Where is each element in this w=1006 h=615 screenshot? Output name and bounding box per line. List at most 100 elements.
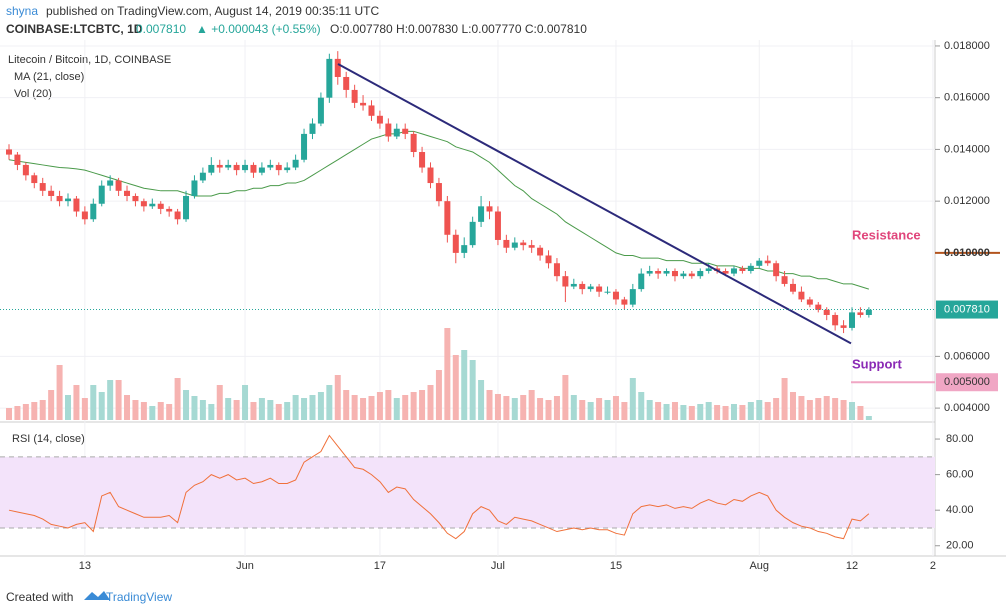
candle-body [773, 263, 780, 277]
y-tick-label: 0.016000 [944, 92, 990, 104]
volume-bar [739, 405, 746, 420]
volume-bar [612, 396, 619, 420]
candle-body [368, 105, 375, 116]
legend-symbol: Litecoin / Bitcoin, 1D, COINBASE [8, 54, 171, 66]
y-tick-label: 0.014000 [944, 143, 990, 155]
candle-body [823, 309, 830, 315]
volume-bar [368, 396, 375, 420]
y-tick-label: 0.012000 [944, 195, 990, 207]
symbol: COINBASE:LTCBTC, 1D [6, 22, 143, 36]
candle-body [115, 180, 122, 191]
volume-bar [840, 400, 847, 420]
candle-body [73, 198, 80, 212]
candle-body [747, 265, 754, 272]
volume-bar [132, 400, 139, 420]
candle-body [107, 180, 114, 186]
candle-body [140, 201, 147, 207]
candle-body [65, 198, 72, 202]
logo [84, 591, 110, 600]
candle-body [705, 268, 712, 272]
volume-bar [655, 402, 662, 420]
volume-bar [646, 400, 653, 420]
volume-bar [216, 385, 223, 420]
candle-body [789, 283, 796, 292]
volume-bar [486, 390, 493, 420]
volume-bar [393, 398, 400, 420]
volume-bar [857, 406, 864, 420]
candle-body [570, 283, 577, 287]
volume-bar [199, 400, 206, 420]
candle-body [545, 255, 552, 264]
candle-body [562, 276, 569, 287]
candle-body [756, 260, 763, 266]
resistance-label: Resistance [852, 227, 921, 242]
candle-body [663, 271, 670, 274]
rsi-line [8, 434, 870, 540]
candle-body [402, 128, 409, 134]
candle-body [587, 286, 594, 290]
y-tick-label: 80.00 [946, 433, 974, 445]
volume-bar [865, 416, 872, 420]
volume-bar [140, 402, 147, 420]
rsi-band [0, 456, 935, 528]
candle-body [132, 195, 139, 202]
volume-bar [469, 360, 476, 420]
y-tick-label: 60.00 [946, 469, 974, 481]
candle-body [267, 164, 274, 168]
volume-bar [621, 402, 628, 420]
candle-body [410, 133, 417, 153]
volume-bar [385, 390, 392, 420]
volume-bar [31, 402, 38, 420]
candle-body [537, 247, 544, 256]
volume-bar [22, 404, 29, 420]
volume-bar [747, 402, 754, 420]
volume-bar [242, 385, 249, 420]
volume-bar [115, 380, 122, 420]
last-price-box [936, 300, 998, 319]
ma-line [8, 130, 870, 290]
candle-body [309, 123, 316, 134]
candle-body [242, 164, 249, 171]
volume-bar [461, 350, 468, 420]
candle-body [419, 152, 426, 168]
candle-body [275, 164, 282, 171]
volume-bar [604, 400, 611, 420]
candle-body [317, 97, 324, 124]
volume-bar [191, 396, 198, 420]
volume-bar [233, 400, 240, 420]
volume-bar [98, 392, 105, 420]
candle-body [31, 175, 38, 184]
volume-bar [351, 395, 358, 420]
legend-vol: Vol (20) [14, 88, 52, 100]
candle-body [39, 183, 46, 191]
legend-rsi: RSI (14, close) [12, 433, 85, 445]
volume-bar [478, 380, 485, 420]
candle-body [199, 172, 206, 181]
volume-bar [334, 375, 341, 420]
volume-bar [73, 385, 80, 420]
candle-body [435, 183, 442, 202]
volume-bar [756, 400, 763, 420]
volume-bar [789, 392, 796, 420]
volume-bar [773, 398, 780, 420]
candle-body [22, 164, 29, 176]
footer-brand: TradingView [106, 590, 172, 604]
candle-body [98, 185, 105, 204]
candle-body [781, 276, 788, 284]
support-label: Support [852, 357, 902, 372]
candle-body [250, 164, 257, 173]
volume-bar [663, 404, 670, 420]
candle-body [56, 195, 63, 202]
candle-body [739, 268, 746, 272]
support-box [936, 373, 998, 392]
candle-body [596, 286, 603, 292]
volume-bar [714, 405, 721, 420]
volume-bar [250, 402, 257, 420]
volume-bar [638, 392, 645, 420]
volume-bar [722, 406, 729, 420]
volume-bar [764, 402, 771, 420]
volume-bar [275, 404, 282, 420]
volume-bar [730, 404, 737, 420]
candle-body [326, 58, 333, 98]
volume-bar [149, 406, 156, 420]
